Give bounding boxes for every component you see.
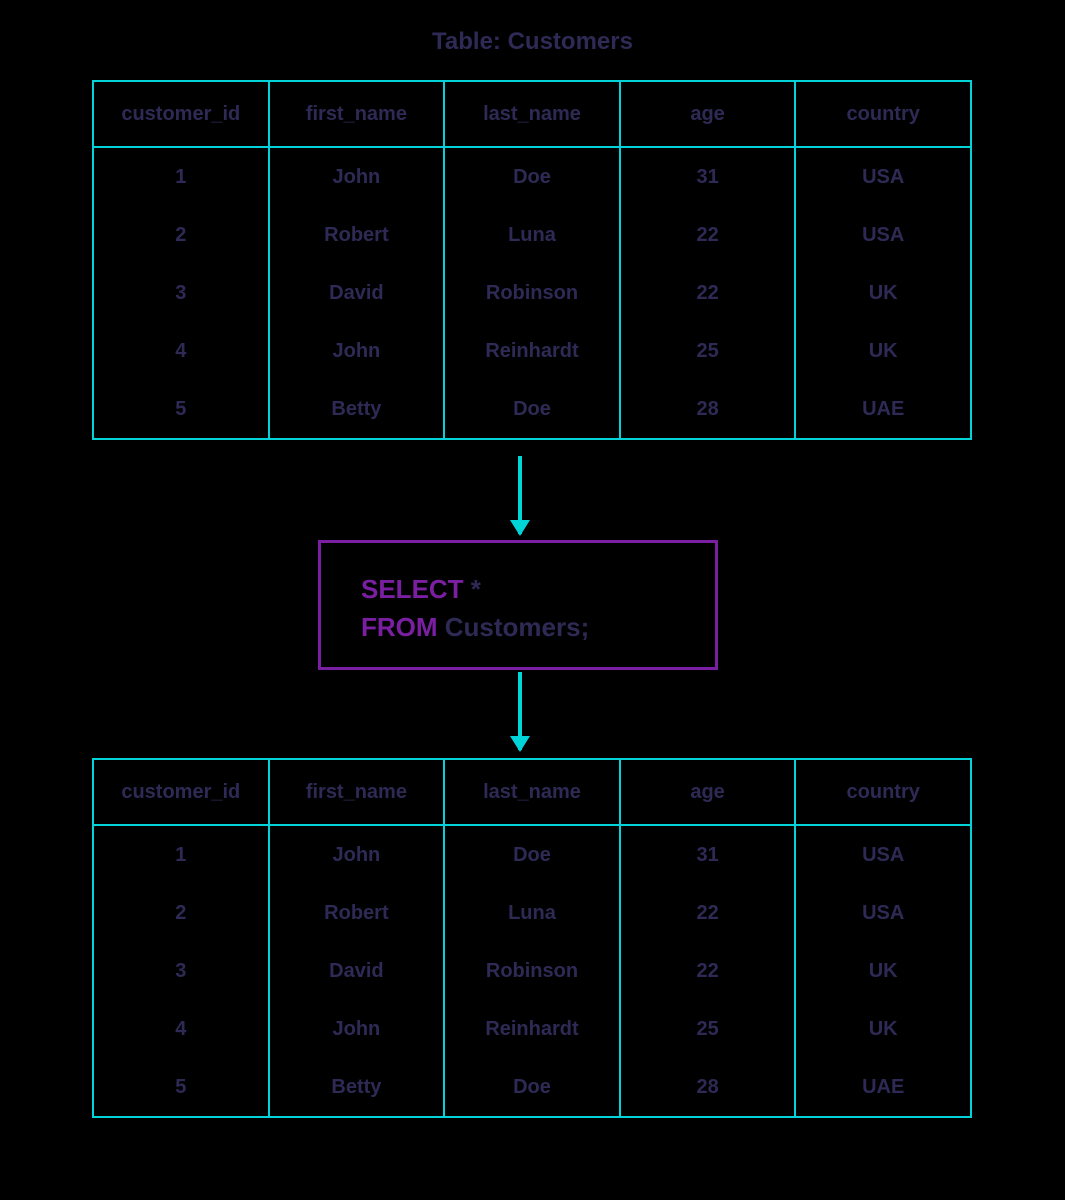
cell: USA: [795, 884, 971, 942]
cell: 31: [620, 825, 796, 884]
cell: Doe: [444, 825, 620, 884]
cell: Doe: [444, 1058, 620, 1117]
col-last-name: last_name: [444, 759, 620, 825]
sql-keyword-select: SELECT: [361, 574, 464, 604]
cell: Robinson: [444, 942, 620, 1000]
cell: Betty: [269, 380, 445, 439]
cell: 28: [620, 380, 796, 439]
cell: 3: [93, 942, 269, 1000]
table-row: 4 John Reinhardt 25 UK: [93, 1000, 971, 1058]
cell: 2: [93, 884, 269, 942]
cell: John: [269, 1000, 445, 1058]
cell: USA: [795, 147, 971, 206]
col-country: country: [795, 81, 971, 147]
cell: 3: [93, 264, 269, 322]
cell: 25: [620, 322, 796, 380]
col-last-name: last_name: [444, 81, 620, 147]
col-age: age: [620, 759, 796, 825]
cell: 31: [620, 147, 796, 206]
cell: UAE: [795, 380, 971, 439]
cell: David: [269, 942, 445, 1000]
table-row: 2 Robert Luna 22 USA: [93, 884, 971, 942]
table-row: 1 John Doe 31 USA: [93, 825, 971, 884]
col-customer-id: customer_id: [93, 759, 269, 825]
cell: John: [269, 825, 445, 884]
arrow-down-icon: [518, 672, 522, 750]
cell: UK: [795, 942, 971, 1000]
table-row: 5 Betty Doe 28 UAE: [93, 380, 971, 439]
table-title: Table: Customers: [0, 28, 1065, 56]
diagram-canvas: Table: Customers customer_id first_name …: [0, 0, 1065, 1200]
sql-line-2: FROM Customers;: [361, 609, 675, 647]
sql-query-box: SELECT * FROM Customers;: [318, 540, 718, 670]
col-first-name: first_name: [269, 759, 445, 825]
cell: 4: [93, 1000, 269, 1058]
cell: Reinhardt: [444, 1000, 620, 1058]
sql-keyword-from: FROM: [361, 612, 438, 642]
cell: Robert: [269, 206, 445, 264]
cell: UK: [795, 264, 971, 322]
cell: UK: [795, 322, 971, 380]
customers-result-table: customer_id first_name last_name age cou…: [92, 758, 972, 1118]
cell: David: [269, 264, 445, 322]
table-row: 3 David Robinson 22 UK: [93, 264, 971, 322]
table-row: 1 John Doe 31 USA: [93, 147, 971, 206]
cell: 28: [620, 1058, 796, 1117]
sql-text: Customers;: [438, 612, 590, 642]
cell: 4: [93, 322, 269, 380]
table-row: 4 John Reinhardt 25 UK: [93, 322, 971, 380]
cell: 5: [93, 1058, 269, 1117]
table-row: 2 Robert Luna 22 USA: [93, 206, 971, 264]
cell: John: [269, 147, 445, 206]
cell: Betty: [269, 1058, 445, 1117]
col-first-name: first_name: [269, 81, 445, 147]
cell: Doe: [444, 147, 620, 206]
col-age: age: [620, 81, 796, 147]
cell: 22: [620, 264, 796, 322]
cell: Luna: [444, 206, 620, 264]
cell: USA: [795, 206, 971, 264]
cell: 25: [620, 1000, 796, 1058]
cell: Doe: [444, 380, 620, 439]
cell: UK: [795, 1000, 971, 1058]
cell: 1: [93, 147, 269, 206]
sql-line-1: SELECT *: [361, 571, 675, 609]
table-header-row: customer_id first_name last_name age cou…: [93, 81, 971, 147]
arrow-down-icon: [518, 456, 522, 534]
cell: 22: [620, 884, 796, 942]
cell: John: [269, 322, 445, 380]
table-row: 5 Betty Doe 28 UAE: [93, 1058, 971, 1117]
cell: Robert: [269, 884, 445, 942]
col-country: country: [795, 759, 971, 825]
table-row: 3 David Robinson 22 UK: [93, 942, 971, 1000]
cell: 22: [620, 942, 796, 1000]
cell: Reinhardt: [444, 322, 620, 380]
table-header-row: customer_id first_name last_name age cou…: [93, 759, 971, 825]
cell: USA: [795, 825, 971, 884]
customers-source-table: customer_id first_name last_name age cou…: [92, 80, 972, 440]
col-customer-id: customer_id: [93, 81, 269, 147]
cell: UAE: [795, 1058, 971, 1117]
sql-text: *: [464, 574, 481, 604]
cell: Luna: [444, 884, 620, 942]
cell: 1: [93, 825, 269, 884]
cell: Robinson: [444, 264, 620, 322]
cell: 5: [93, 380, 269, 439]
cell: 22: [620, 206, 796, 264]
cell: 2: [93, 206, 269, 264]
